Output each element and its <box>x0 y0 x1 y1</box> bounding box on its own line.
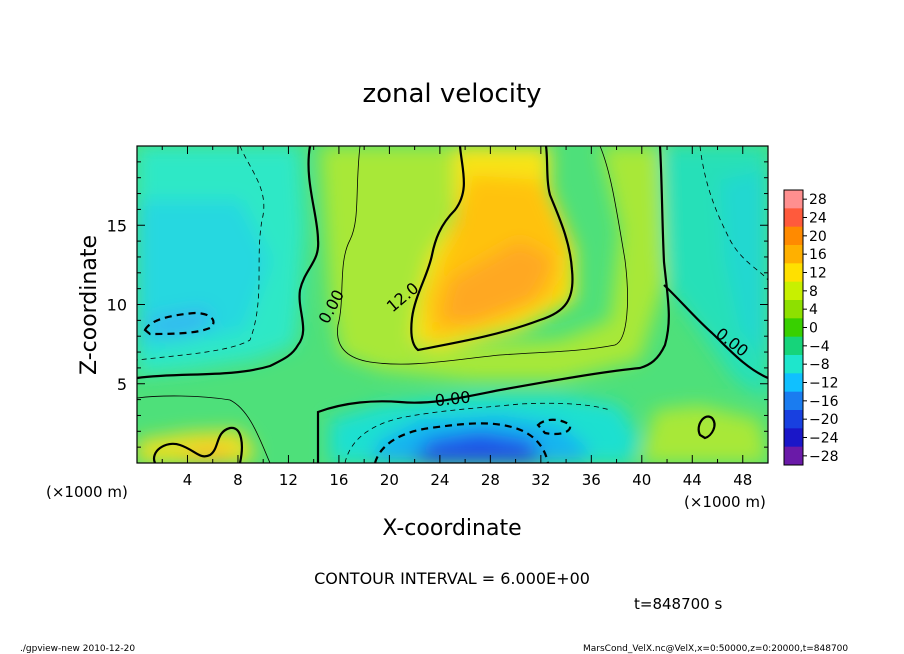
colorbar-cell <box>784 263 803 283</box>
x-tick-label: 16 <box>329 471 348 489</box>
contour-pos-lower <box>137 395 271 463</box>
colorbar-label: 12 <box>809 266 827 282</box>
field-region-left-min <box>148 308 215 336</box>
x-unit-label-left: (×1000 m) <box>46 483 128 501</box>
field-region-bottom-right <box>640 405 768 463</box>
colorbar-label: −8 <box>809 357 830 373</box>
colorbar: 28 24 20 16 12 8 4 0 −4 −8 −12 −16 −20 −24 −28 <box>783 189 839 466</box>
contours-negative-strong <box>143 311 572 463</box>
x-tick-label: 28 <box>481 471 500 489</box>
contour-neg-left-core <box>143 311 215 336</box>
colorbar-cell <box>784 410 803 429</box>
colorbar-label: 0 <box>809 321 818 337</box>
field-region-mid <box>320 146 665 380</box>
colorbar-cell <box>784 300 803 319</box>
colorbar-cell <box>784 245 803 264</box>
colorbar-cell <box>784 318 803 338</box>
contour-zero-mid <box>316 146 670 463</box>
colorbar-cell <box>784 391 803 411</box>
x-tick-label: 8 <box>233 471 243 489</box>
colorbar-label: 8 <box>809 284 818 300</box>
colorbar-cell <box>784 355 803 374</box>
x-tick-label: 32 <box>531 471 550 489</box>
contour-neg-left-upper <box>137 146 265 361</box>
time-text: t=848700 s <box>634 595 722 613</box>
colorbar-cell <box>784 446 803 466</box>
footer-left: ./gpview-new 2010-12-20 <box>20 644 135 654</box>
y-axis-label: Z-coordinate <box>77 235 102 375</box>
contour-label-zero-mid: 0.00 <box>434 387 471 410</box>
x-axis-ticks: 4 8 12 16 20 24 28 32 36 40 44 48 <box>136 146 769 489</box>
contour-twelve <box>410 146 574 352</box>
contour-zero-bottom-right <box>697 415 716 440</box>
colorbar-cell <box>784 281 803 301</box>
x-tick-label: 36 <box>582 471 601 489</box>
contour-neg-bottom <box>344 402 611 463</box>
contour-neg-right <box>699 146 768 281</box>
field-region-right-core <box>720 170 768 360</box>
colorbar-cell <box>784 428 803 448</box>
contours-positive <box>137 146 628 463</box>
x-tick-label: 48 <box>733 471 752 489</box>
x-tick-label: 4 <box>183 471 193 489</box>
colorbar-label: 24 <box>809 211 827 227</box>
field-region-positive-max <box>440 240 555 325</box>
colorbar-cell <box>784 336 803 356</box>
colorbar-label: −20 <box>809 412 839 428</box>
contour-zero-bottom-left <box>152 426 243 463</box>
colorbar-label: −24 <box>809 431 839 447</box>
contours-zero <box>137 146 768 463</box>
field-region-left-core <box>137 200 270 350</box>
y-axis-ticks: 5 10 15 <box>107 145 768 464</box>
colorbar-label: −12 <box>809 376 839 392</box>
colorbar-cell <box>784 226 803 246</box>
field-region-negative-min <box>410 432 545 463</box>
colorbar-label: 20 <box>809 229 827 245</box>
x-tick-label: 12 <box>279 471 298 489</box>
contour-zero-left <box>137 146 320 380</box>
contour-neg-bottom-core <box>373 422 550 463</box>
colorbar-label: 16 <box>809 247 827 263</box>
colorbar-cell <box>784 190 803 209</box>
contour-zero-right <box>663 284 768 380</box>
x-axis-label: X-coordinate <box>382 516 521 541</box>
y-tick-label: 10 <box>107 296 127 315</box>
x-tick-label: 24 <box>430 471 449 489</box>
y-tick-label: 15 <box>107 216 127 235</box>
contour-interval-text: CONTOUR INTERVAL = 6.000E+00 <box>314 569 590 588</box>
x-unit-label-right: (×1000 m) <box>684 493 766 511</box>
colorbar-label: −28 <box>809 449 839 465</box>
contour-pos-upper <box>337 146 628 365</box>
colorbar-cell <box>784 208 803 228</box>
colorbar-label: 4 <box>809 302 818 318</box>
colorbar-label: −16 <box>809 394 839 410</box>
x-tick-label: 44 <box>683 471 702 489</box>
chart-title: zonal velocity <box>362 79 541 109</box>
colorbar-cell <box>784 373 803 393</box>
x-tick-label: 20 <box>380 471 399 489</box>
contours-negative <box>137 146 768 463</box>
footer-right: MarsCond_VelX.nc@VelX,x=0:50000,z=0:2000… <box>583 644 848 654</box>
colorbar-label: −4 <box>809 339 830 355</box>
y-tick-label: 5 <box>117 375 127 394</box>
x-tick-label: 40 <box>632 471 651 489</box>
colorbar-label: 28 <box>809 192 827 208</box>
plot-area: 0.00 12.0 0.00 0.00 <box>137 146 768 463</box>
